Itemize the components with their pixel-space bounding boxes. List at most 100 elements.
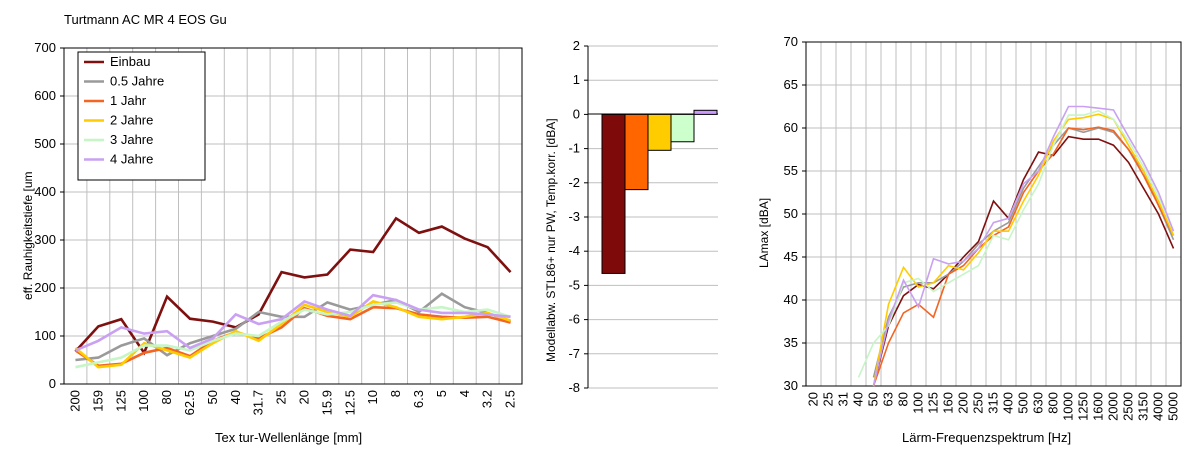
series-line-0.5-jahre xyxy=(872,127,1175,378)
x-tick-label: 20 xyxy=(296,390,311,404)
series-line-3-jahre xyxy=(75,301,511,369)
x-tick-label: 1250 xyxy=(1076,392,1091,421)
y-tick-label: 60 xyxy=(784,120,798,135)
x-tick-label: 3150 xyxy=(1136,392,1151,421)
y-tick-label: 300 xyxy=(34,232,56,247)
y-tick-label: -5 xyxy=(568,277,580,292)
y-tick-label: -7 xyxy=(568,346,580,361)
x-tick-label: 40 xyxy=(851,392,866,406)
x-tick-label: 25 xyxy=(821,392,836,406)
series-line-1-jahr xyxy=(872,126,1175,387)
legend-label: 2 Jahre xyxy=(110,113,153,128)
x-tick-label: 8 xyxy=(388,390,403,397)
x-tick-label: 2500 xyxy=(1121,392,1136,421)
x-tick-label: 80 xyxy=(159,390,174,404)
series-line-2-jahre xyxy=(872,113,1175,387)
x-tick-label: 63 xyxy=(881,392,896,406)
roughness-xlabel: Tex tur-Wellenlänge [mm] xyxy=(215,430,362,445)
y-tick-label: 200 xyxy=(34,280,56,295)
y-tick-label: -2 xyxy=(568,175,580,190)
bar-einbau xyxy=(601,113,626,274)
x-tick-label: 25 xyxy=(274,390,289,404)
roughness-ylabel: eff. Rauhigkeitstiefe [um xyxy=(21,171,35,300)
x-tick-label: 10 xyxy=(365,390,380,404)
x-tick-label: 160 xyxy=(941,392,956,414)
x-tick-label: 5 xyxy=(434,390,449,397)
legend-label: 3 Jahre xyxy=(110,132,153,147)
series-line-einbau xyxy=(872,135,1175,387)
spectrum-ylabel: LAmax [dBA] xyxy=(757,198,771,268)
legend-label: 0.5 Jahre xyxy=(110,74,164,89)
y-tick-label: 40 xyxy=(784,292,798,307)
bar-1-jahr xyxy=(624,113,649,191)
y-tick-label: 100 xyxy=(34,328,56,343)
x-tick-label: 40 xyxy=(228,390,243,404)
legend-label: 4 Jahre xyxy=(110,152,153,167)
x-tick-label: 400 xyxy=(1001,392,1016,414)
x-tick-label: 4000 xyxy=(1151,392,1166,421)
legend: Einbau 0.5 Jahre 1 Jahr 2 Jahre 3 Jahre 4 Jah… xyxy=(77,51,206,181)
x-tick-label: 15.9 xyxy=(319,390,334,415)
x-tick-label: 125 xyxy=(926,392,941,414)
y-tick-label: -6 xyxy=(568,312,580,327)
x-tick-label: 2000 xyxy=(1106,392,1121,421)
y-tick-label: 600 xyxy=(34,88,56,103)
x-tick-label: 5000 xyxy=(1166,392,1181,421)
x-tick-label: 31.7 xyxy=(251,390,266,415)
bar-4-jahre xyxy=(693,109,718,115)
y-tick-label: -8 xyxy=(568,380,580,395)
y-tick-label: 500 xyxy=(34,136,56,151)
y-tick-label: 2 xyxy=(573,38,580,53)
x-tick-label: 630 xyxy=(1031,392,1046,414)
y-tick-label: 30 xyxy=(784,378,798,393)
legend-label: Einbau xyxy=(110,54,150,69)
x-tick-label: 1000 xyxy=(1061,392,1076,421)
y-tick-label: 65 xyxy=(784,77,798,92)
x-tick-label: 250 xyxy=(971,392,986,414)
x-tick-label: 6.3 xyxy=(411,390,426,408)
y-tick-label: 50 xyxy=(784,206,798,221)
series-line-3-jahre xyxy=(857,109,1175,378)
x-tick-label: 80 xyxy=(896,392,911,406)
y-tick-label: 1 xyxy=(573,72,580,87)
x-tick-label: 3.2 xyxy=(480,390,495,408)
x-tick-label: 20 xyxy=(806,392,821,406)
x-tick-label: 50 xyxy=(866,392,881,406)
x-tick-label: 125 xyxy=(113,390,128,412)
bar-2-jahre xyxy=(647,113,672,151)
x-tick-label: 4 xyxy=(457,390,472,397)
y-tick-label: -3 xyxy=(568,209,580,224)
y-tick-label: 55 xyxy=(784,163,798,178)
roughness-chart: 0 100 200 300 400 500 600 700 200 159 125 100 80 62.… xyxy=(21,40,523,445)
y-tick-label: 400 xyxy=(34,184,56,199)
x-tick-label: 315 xyxy=(986,392,1001,414)
x-tick-label: 1600 xyxy=(1091,392,1106,421)
x-tick-label: 500 xyxy=(1016,392,1031,414)
x-tick-label: 100 xyxy=(911,392,926,414)
legend-label: 1 Jahr xyxy=(110,93,147,108)
x-tick-label: 62.5 xyxy=(182,390,197,415)
y-tick-label: 70 xyxy=(784,34,798,49)
y-tick-label: 35 xyxy=(784,335,798,350)
spectrum-xlabel: Lärm-Frequenzspektrum [Hz] xyxy=(902,430,1071,445)
x-tick-label: 159 xyxy=(90,390,105,412)
series-line-1-jahr xyxy=(74,305,511,368)
x-tick-label: 100 xyxy=(136,390,151,412)
x-tick-label: 12.5 xyxy=(342,390,357,415)
y-tick-label: 700 xyxy=(34,40,56,55)
y-tick-label: -1 xyxy=(568,141,580,156)
series-line-4-jahre xyxy=(74,293,511,352)
deviation-ylabel: Modellabw. STL86+ nur PW, Temp.korr. [dB… xyxy=(544,118,558,362)
series-line-4-jahre xyxy=(872,105,1175,387)
deviation-chart: -8 -7 -6 -5 -4 -3 -2 -1 0 1 2 Modellabw. STL86+ nu… xyxy=(544,38,718,395)
bar-3-jahre xyxy=(670,113,695,143)
x-tick-label: 200 xyxy=(956,392,971,414)
y-tick-label: -4 xyxy=(568,243,580,258)
figure-title: Turtmann AC MR 4 EOS Gu xyxy=(64,12,227,27)
y-tick-label: 0 xyxy=(573,106,580,121)
x-tick-label: 200 xyxy=(67,390,82,412)
y-tick-label: 45 xyxy=(784,249,798,264)
x-tick-label: 2.5 xyxy=(503,390,518,408)
